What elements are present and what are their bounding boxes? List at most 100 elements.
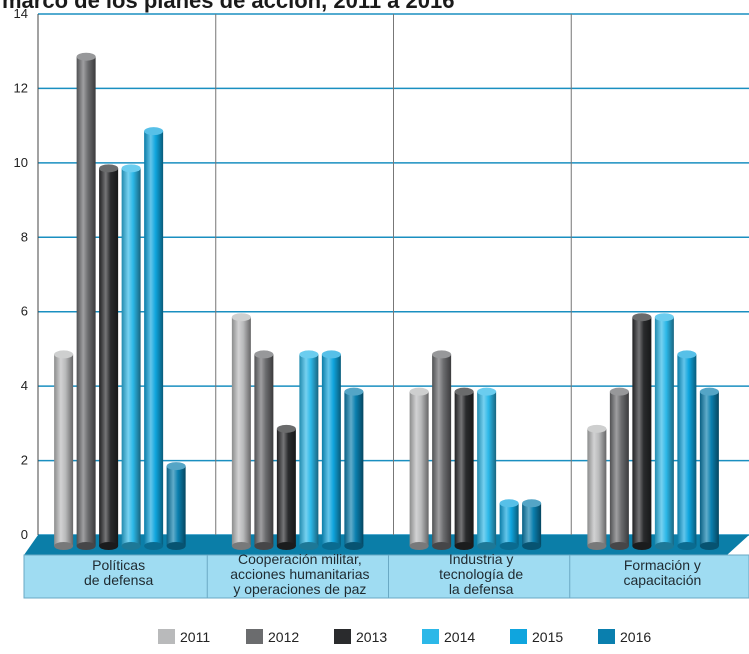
bar-body	[654, 317, 674, 546]
bar-body	[99, 168, 119, 546]
bar-body	[522, 503, 542, 546]
bar-base	[587, 542, 607, 550]
bar	[699, 387, 719, 550]
legend-label: 2011	[180, 629, 210, 645]
y-tick-label: 8	[21, 229, 28, 244]
bar	[409, 387, 429, 550]
bar-body	[231, 317, 251, 546]
bar-body	[699, 391, 719, 546]
chart-floor	[24, 535, 749, 555]
bar	[609, 387, 629, 550]
category-label-line: la defensa	[449, 581, 514, 597]
legend-swatch	[334, 629, 351, 644]
legend-swatch	[158, 629, 175, 644]
bar-top	[321, 350, 341, 359]
bar-base	[609, 542, 629, 550]
bar	[276, 424, 296, 550]
bar-base	[477, 542, 497, 550]
bar	[144, 127, 164, 550]
bar-body	[409, 391, 429, 546]
y-tick-label: 2	[21, 453, 28, 468]
legend-label: 2015	[532, 629, 563, 645]
bar	[344, 387, 364, 550]
bar-top	[409, 387, 429, 396]
bar-base	[499, 542, 519, 550]
bar-body	[276, 428, 296, 546]
y-tick-label: 4	[21, 378, 28, 393]
bar	[499, 499, 519, 550]
bar-base	[121, 542, 141, 550]
bar	[76, 52, 96, 550]
category-label-line: tecnología de	[439, 566, 523, 582]
chart-title: marco de los planes de acción, 2011 a 20…	[2, 0, 454, 13]
bar	[299, 350, 319, 550]
bar-body	[321, 354, 341, 546]
y-tick-label: 14	[14, 6, 28, 21]
bar-base	[432, 542, 452, 550]
bar-body	[499, 503, 519, 546]
y-tick-label: 10	[14, 155, 28, 170]
category-label-line: acciones humanitarias	[230, 566, 369, 582]
bar-body	[299, 354, 319, 546]
bar-top	[677, 350, 697, 359]
bar-top	[499, 499, 519, 508]
bar-top	[166, 462, 186, 471]
bar	[432, 350, 452, 550]
category-label: Industria y tecnología de la defensa	[439, 551, 523, 597]
category-label-line: de defensa	[84, 572, 153, 588]
category-label: Formación y capacitación	[623, 557, 701, 588]
bar-top	[254, 350, 274, 359]
bar	[321, 350, 341, 550]
bar-base	[166, 542, 186, 550]
category-label-line: Formación y	[624, 557, 701, 573]
bar-top	[99, 164, 119, 173]
legend-label: 2012	[268, 629, 299, 645]
bar-base	[344, 542, 364, 550]
bar-top	[609, 387, 629, 396]
bar	[477, 387, 497, 550]
bar-top	[144, 127, 164, 136]
category-label-line: Políticas	[92, 557, 145, 573]
bar-body	[166, 466, 186, 546]
bar-base	[522, 542, 542, 550]
bar-body	[121, 168, 141, 546]
bar-base	[654, 542, 674, 550]
bar-base	[254, 542, 274, 550]
category-band	[23, 554, 749, 599]
bar-base	[677, 542, 697, 550]
bar	[121, 164, 141, 550]
y-tick-label: 6	[21, 304, 28, 319]
bar-body	[677, 354, 697, 546]
bar-base	[321, 542, 341, 550]
bar	[231, 313, 251, 550]
bar-body	[144, 131, 164, 546]
legend-label: 2016	[620, 629, 651, 645]
category-label-line: Industria y	[449, 551, 514, 567]
bar-body	[454, 391, 474, 546]
bar-base	[76, 542, 96, 550]
bar-base	[632, 542, 652, 550]
bar-base	[144, 542, 164, 550]
bar-top	[76, 52, 96, 61]
bar-top	[522, 499, 542, 508]
bar-body	[632, 317, 652, 546]
bar-top	[477, 387, 497, 396]
bar-body	[344, 391, 364, 546]
category-label-line: y operaciones de paz	[233, 581, 366, 597]
bar-top	[121, 164, 141, 173]
bar-base	[699, 542, 719, 550]
bar-top	[632, 313, 652, 322]
bar-base	[299, 542, 319, 550]
y-tick-label: 0	[21, 527, 28, 542]
bar	[454, 387, 474, 550]
bar-top	[344, 387, 364, 396]
bar	[677, 350, 697, 550]
bar-body	[609, 391, 629, 546]
bar-top	[432, 350, 452, 359]
bar-base	[409, 542, 429, 550]
legend-label: 2014	[444, 629, 475, 645]
bar	[654, 313, 674, 550]
bar-top	[654, 313, 674, 322]
legend-label: 2013	[356, 629, 387, 645]
